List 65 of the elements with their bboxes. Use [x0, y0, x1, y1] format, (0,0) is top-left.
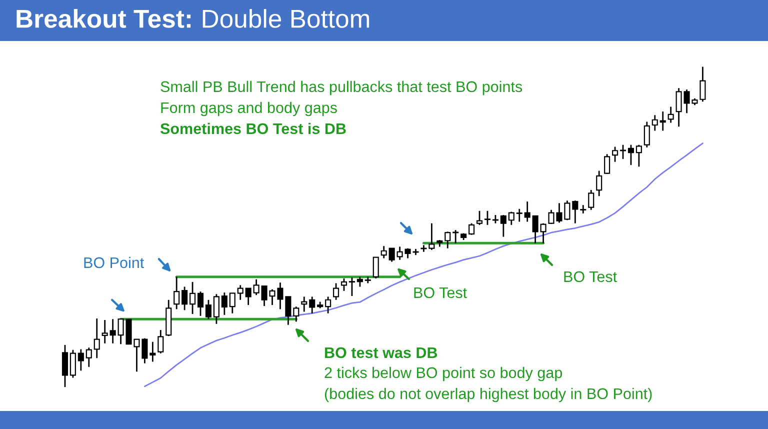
chart-title: Breakout Test: Double Bottom [16, 9, 370, 28]
candlestick [221, 292, 228, 316]
candlestick [644, 121, 650, 148]
candlestick [102, 319, 108, 344]
candlestick [213, 293, 220, 325]
candlestick [356, 276, 363, 288]
candlestick [158, 329, 164, 354]
candlestick [301, 296, 308, 312]
candlestick [620, 144, 626, 160]
candlestick [444, 230, 451, 250]
candlestick [190, 281, 196, 315]
candlestick [340, 278, 348, 292]
candlestick [285, 296, 292, 326]
candlestick [668, 106, 674, 124]
candlestick [348, 276, 355, 297]
candlestick [229, 292, 236, 314]
candlestick [516, 208, 522, 222]
candlestick [325, 296, 332, 314]
candlestick [428, 222, 435, 251]
candlestick [86, 346, 92, 368]
annotation: Form gaps and body gaps [161, 102, 337, 116]
candlestick [293, 306, 300, 322]
annotation: BO test was DB [325, 347, 438, 358]
annotation: Small PB Bull Trend has pullbacks that test BO points [160, 80, 522, 96]
candlestick [596, 170, 602, 197]
candlestick [245, 288, 252, 306]
candlestick [205, 299, 212, 320]
annotation: 2 ticks below BO point so body gap [324, 366, 562, 382]
candlestick [372, 256, 379, 280]
candlestick [197, 290, 204, 317]
candlestick [150, 341, 156, 362]
candlestick [78, 348, 84, 372]
candlestick [652, 114, 658, 132]
candlestick [237, 284, 244, 301]
candlestick [309, 296, 316, 314]
candlestick [484, 210, 491, 226]
candlestick [332, 282, 340, 301]
text: (bodies do not overlap highest body in BO Point) [324, 388, 652, 402]
candlestick [580, 204, 586, 214]
candlestick [572, 200, 578, 224]
candlestick [660, 110, 666, 132]
candlestick [524, 200, 530, 222]
candlestick [476, 210, 483, 226]
candlestick [532, 215, 538, 244]
candlestick [110, 318, 116, 344]
candlestick [604, 153, 610, 175]
candlestick [94, 318, 100, 359]
candlestick [182, 286, 188, 311]
candlestick [500, 214, 506, 238]
annotation: Sometimes BO Test is DB [160, 122, 346, 134]
candlestick [508, 211, 514, 226]
candlestick [388, 248, 395, 262]
candlestick [468, 222, 475, 236]
candlestick [174, 276, 180, 310]
annotation: BO Test [564, 271, 617, 282]
annotation: BO Test [414, 287, 467, 298]
candlestick [612, 146, 618, 163]
candlestick [62, 344, 68, 388]
candlestick [588, 189, 594, 211]
candlestick [70, 349, 76, 378]
candlestick [452, 229, 459, 244]
annotation: BO Point [84, 256, 144, 268]
candlestick [380, 245, 387, 259]
candlestick [636, 144, 642, 168]
candlestick [628, 144, 634, 166]
